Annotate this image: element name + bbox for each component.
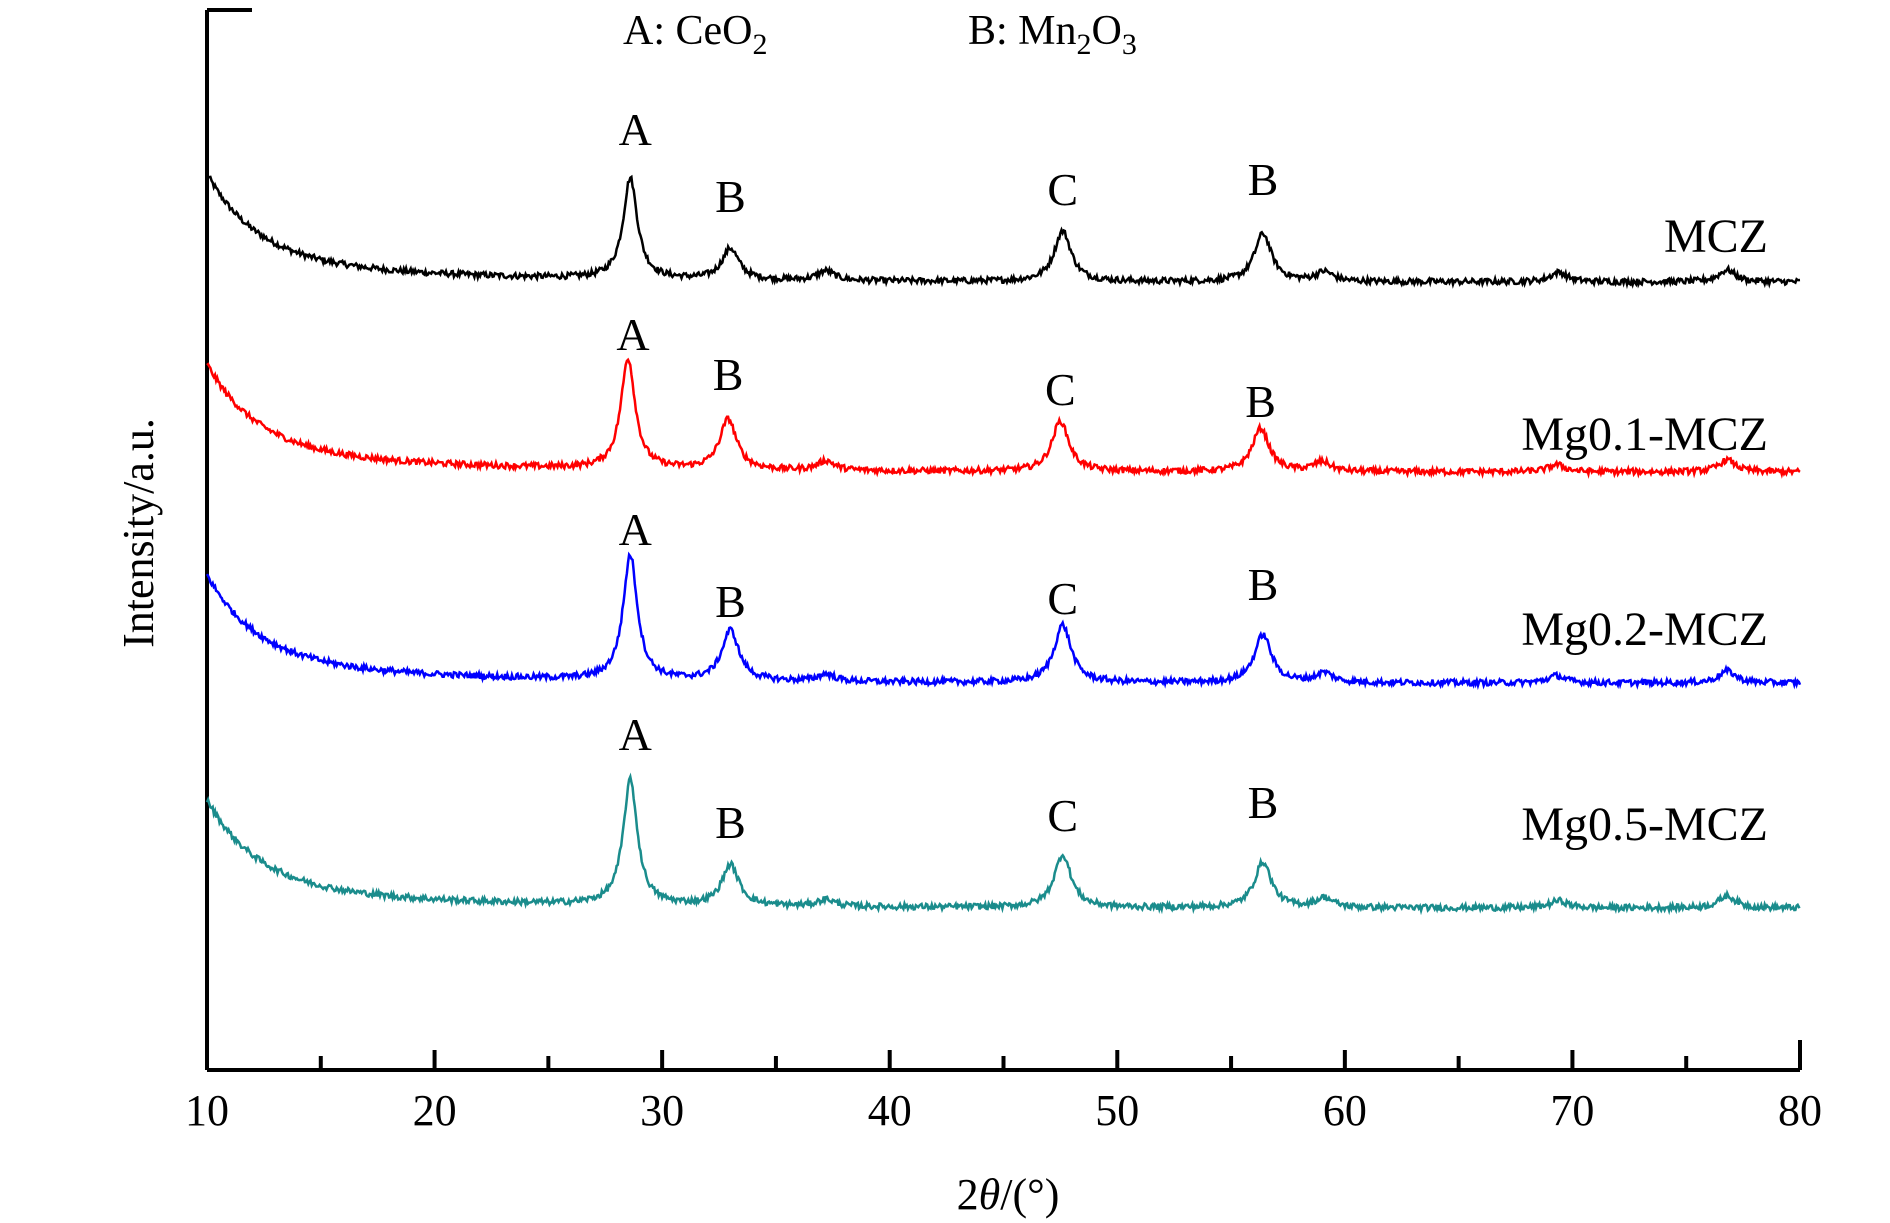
series-label: Mg0.1-MCZ (1521, 408, 1768, 461)
series-label: Mg0.5-MCZ (1521, 798, 1768, 851)
series-label: Mg0.2-MCZ (1521, 603, 1768, 656)
series-labels: MCZ Mg0.1-MCZ Mg0.2-MCZ Mg0.5-MCZ (1521, 210, 1768, 851)
peak-label-b: B (715, 797, 746, 848)
series-line-mg0-1-mcz (206, 357, 1801, 480)
x-tick-label: 60 (1323, 1086, 1367, 1135)
series-line-mg0-5-mcz (205, 772, 1801, 916)
x-tick-label: 50 (1095, 1086, 1139, 1135)
x-tick-label: 80 (1778, 1086, 1822, 1135)
peak-label-a: A (619, 504, 652, 555)
peak-label-a: A (619, 104, 652, 155)
peak-label-b: B (1245, 376, 1276, 427)
peak-label-b: B (1248, 777, 1279, 828)
peak-label-a: A (619, 709, 652, 760)
peak-labels: A B C B A B C B A B C B A B C B (616, 104, 1278, 848)
x-axis-label: 2θ/(°) (957, 1170, 1060, 1219)
peak-label-c: C (1045, 364, 1076, 415)
peak-label-b: B (1248, 559, 1279, 610)
x-tick-label: 20 (413, 1086, 457, 1135)
x-tick-label: 70 (1550, 1086, 1594, 1135)
peak-label-b: B (715, 171, 746, 222)
axes: 10 20 30 40 50 60 70 80 (185, 8, 1822, 1135)
peak-label-c: C (1047, 790, 1078, 841)
peak-label-b: B (715, 576, 746, 627)
series-line-mcz (205, 172, 1801, 290)
peak-label-b: B (713, 349, 744, 400)
peak-label-c: C (1047, 164, 1078, 215)
phase-legend-b: B: Mn2O3 (968, 8, 1137, 61)
x-tick-label: 10 (185, 1086, 229, 1135)
phase-legend-a: A: CeO2 (623, 8, 768, 61)
y-axis-label: Intensity/a.u. (114, 418, 163, 648)
series-line-mg0-2-mcz (205, 551, 1802, 691)
x-tick-label: 40 (868, 1086, 912, 1135)
traces (205, 172, 1802, 916)
x-tick-label: 30 (640, 1086, 684, 1135)
peak-label-a: A (616, 309, 649, 360)
series-label: MCZ (1664, 210, 1768, 263)
peak-label-c: C (1047, 573, 1078, 624)
peak-label-b: B (1248, 154, 1279, 205)
